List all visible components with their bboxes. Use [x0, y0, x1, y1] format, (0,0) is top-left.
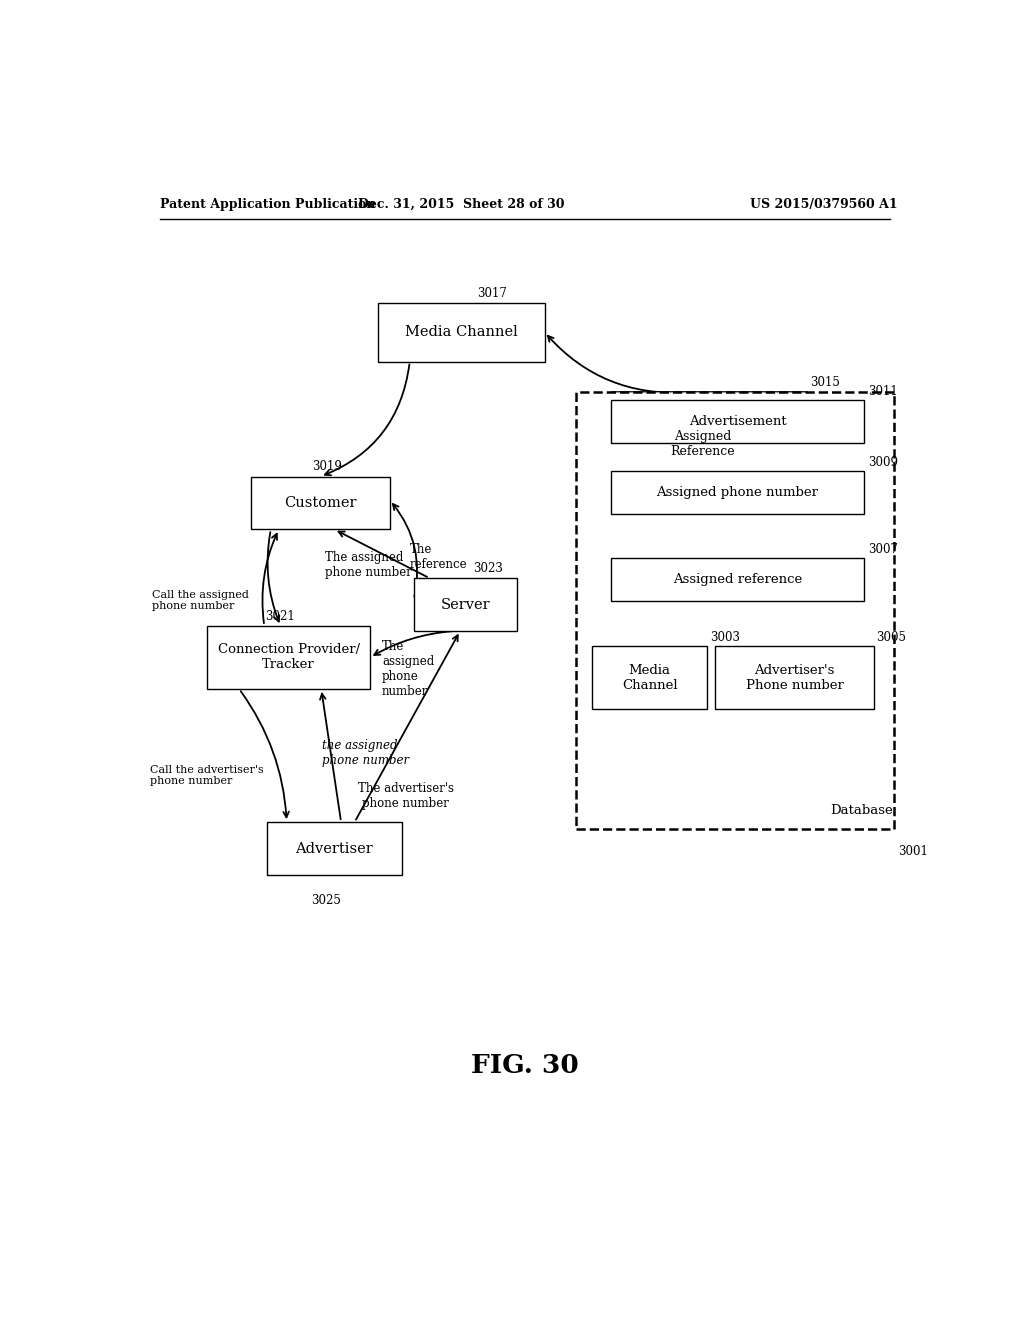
- Text: Dec. 31, 2015  Sheet 28 of 30: Dec. 31, 2015 Sheet 28 of 30: [358, 198, 564, 211]
- Text: The
assigned
phone
number: The assigned phone number: [382, 640, 434, 698]
- Text: 3017: 3017: [477, 286, 507, 300]
- Text: Advertiser's
Phone number: Advertiser's Phone number: [745, 664, 844, 692]
- FancyBboxPatch shape: [610, 558, 864, 601]
- Text: Advertisement: Advertisement: [689, 416, 786, 428]
- Text: Connection Provider/
Tracker: Connection Provider/ Tracker: [218, 643, 359, 672]
- Text: 3025: 3025: [311, 895, 341, 907]
- Text: Call the assigned
phone number: Call the assigned phone number: [152, 590, 249, 611]
- FancyBboxPatch shape: [592, 647, 708, 709]
- Text: FIG. 30: FIG. 30: [471, 1052, 579, 1077]
- Text: US 2015/0379560 A1: US 2015/0379560 A1: [751, 198, 898, 211]
- Text: Customer: Customer: [285, 496, 356, 510]
- FancyBboxPatch shape: [612, 392, 807, 475]
- Text: The advertiser's
phone number: The advertiser's phone number: [357, 781, 454, 809]
- FancyBboxPatch shape: [610, 400, 864, 444]
- Text: 3023: 3023: [473, 562, 503, 576]
- Text: 3021: 3021: [265, 610, 295, 623]
- FancyBboxPatch shape: [630, 420, 776, 469]
- Text: Media
Channel: Media Channel: [622, 664, 678, 692]
- Text: Server: Server: [440, 598, 490, 611]
- FancyBboxPatch shape: [414, 578, 517, 631]
- Text: Advertisement: Advertisement: [657, 404, 761, 418]
- Text: Call the advertiser's
phone number: Call the advertiser's phone number: [151, 764, 264, 787]
- Text: The
reference: The reference: [410, 543, 467, 570]
- Text: 3011: 3011: [868, 385, 898, 399]
- Text: The assigned
phone number: The assigned phone number: [325, 550, 412, 579]
- Text: the assigned
phone number: the assigned phone number: [323, 739, 410, 767]
- Text: 3019: 3019: [312, 461, 342, 474]
- FancyBboxPatch shape: [378, 302, 545, 362]
- Text: 3009: 3009: [868, 457, 898, 470]
- Text: 3005: 3005: [877, 631, 906, 644]
- FancyBboxPatch shape: [251, 477, 390, 529]
- Text: Advertiser: Advertiser: [296, 842, 373, 855]
- Text: 3015: 3015: [811, 376, 841, 389]
- Text: 3007: 3007: [868, 543, 898, 556]
- FancyBboxPatch shape: [267, 822, 401, 875]
- Text: 3003: 3003: [710, 631, 739, 644]
- Text: 3001: 3001: [898, 845, 928, 858]
- Text: Patent Application Publication: Patent Application Publication: [160, 198, 375, 211]
- FancyBboxPatch shape: [207, 626, 370, 689]
- Text: Media Channel: Media Channel: [404, 325, 518, 339]
- FancyBboxPatch shape: [715, 647, 873, 709]
- Text: Assigned
Reference: Assigned Reference: [671, 430, 735, 458]
- Text: Assigned phone number: Assigned phone number: [656, 486, 818, 499]
- FancyBboxPatch shape: [610, 471, 864, 515]
- Text: Database: Database: [830, 804, 893, 817]
- Text: Assigned reference: Assigned reference: [673, 573, 802, 586]
- Text: 3007: 3007: [778, 405, 809, 417]
- FancyBboxPatch shape: [577, 392, 894, 829]
